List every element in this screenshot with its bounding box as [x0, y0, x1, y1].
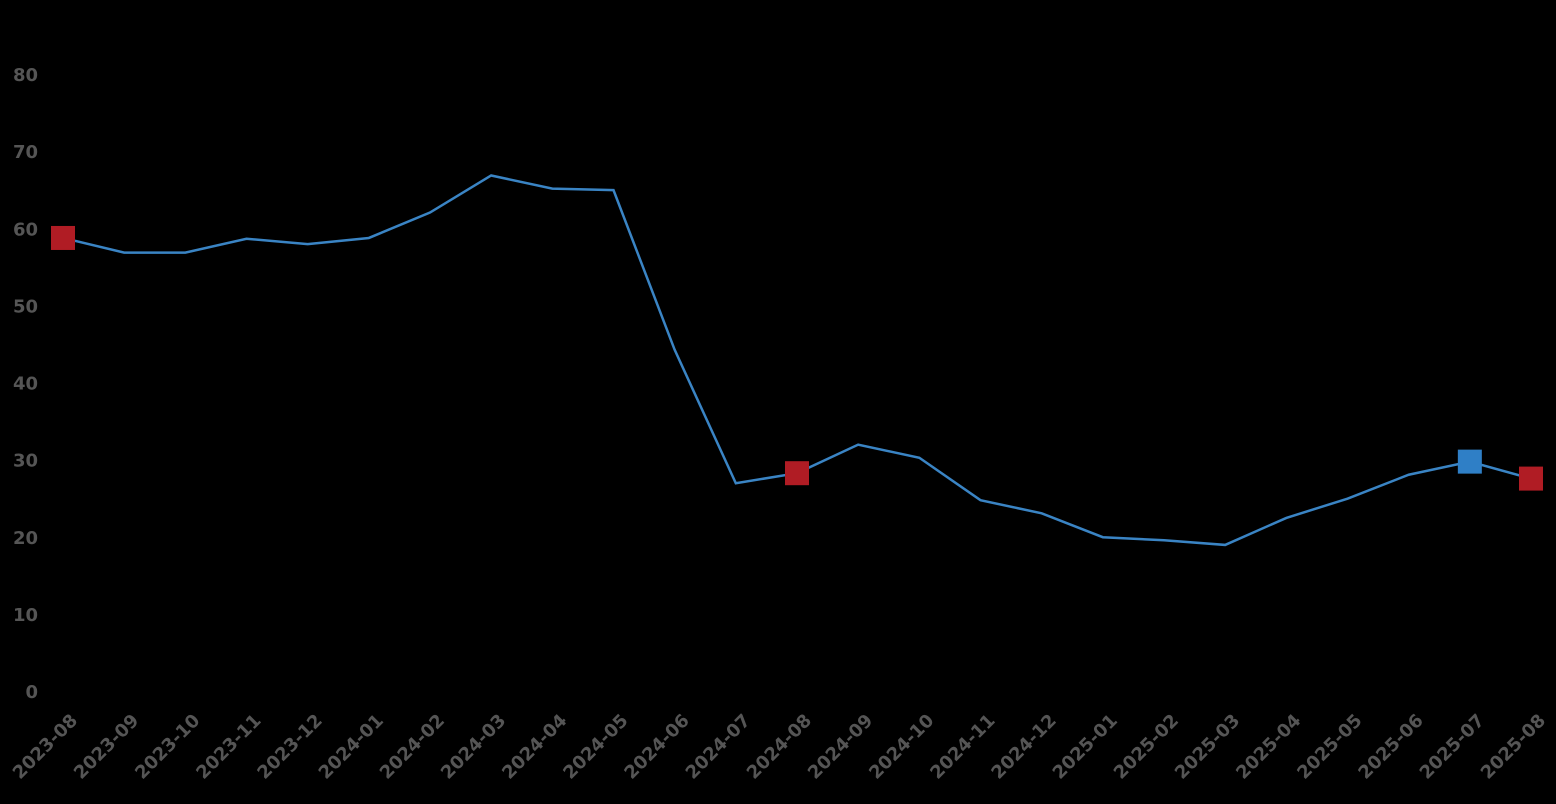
- x-tick-label: 2024-11: [926, 710, 999, 783]
- x-tick-label: 2024-06: [620, 710, 693, 783]
- y-tick-label: 10: [13, 605, 38, 626]
- x-tick-label: 2025-06: [1354, 710, 1427, 783]
- x-tick-label: 2024-02: [376, 710, 449, 783]
- y-tick-label: 60: [13, 219, 38, 240]
- x-tick-label: 2023-12: [253, 710, 326, 783]
- y-tick-label: 50: [13, 296, 38, 317]
- x-tick-label: 2024-07: [682, 710, 755, 783]
- x-tick-label: 2025-08: [1477, 710, 1550, 783]
- marker: [1457, 449, 1482, 474]
- x-tick-label: 2025-02: [1110, 710, 1183, 783]
- marker: [51, 225, 75, 250]
- x-tick-label: 2024-08: [743, 710, 816, 783]
- x-tick-label: 2025-04: [1232, 710, 1305, 783]
- marker: [1519, 466, 1543, 491]
- x-tick-label: 2023-09: [70, 710, 143, 783]
- x-tick-label: 2023-11: [192, 710, 265, 783]
- x-tick-label: 2023-10: [131, 710, 204, 783]
- x-tick-label: 2024-09: [804, 710, 877, 783]
- y-tick-label: 70: [13, 142, 38, 163]
- y-tick-label: 40: [13, 374, 38, 395]
- x-tick-label: 2024-05: [559, 710, 632, 783]
- y-tick-label: 0: [25, 682, 38, 703]
- marker: [785, 461, 809, 486]
- x-tick-label: 2024-10: [865, 710, 938, 783]
- x-tick-label: 2025-03: [1171, 710, 1244, 783]
- y-tick-label: 80: [13, 65, 38, 86]
- x-tick-label: 2023-08: [9, 710, 82, 783]
- x-tick-label: 2024-01: [315, 710, 388, 783]
- y-tick-label: 20: [13, 528, 38, 549]
- x-tick-label: 2024-12: [987, 710, 1060, 783]
- x-tick-label: 2024-04: [498, 710, 571, 783]
- x-tick-label: 2025-07: [1416, 710, 1489, 783]
- x-tick-label: 2025-01: [1049, 710, 1122, 783]
- y-tick-label: 30: [13, 451, 38, 472]
- x-tick-label: 2025-05: [1293, 710, 1366, 783]
- x-tick-label: 2024-03: [437, 710, 510, 783]
- line: [62, 174, 1532, 547]
